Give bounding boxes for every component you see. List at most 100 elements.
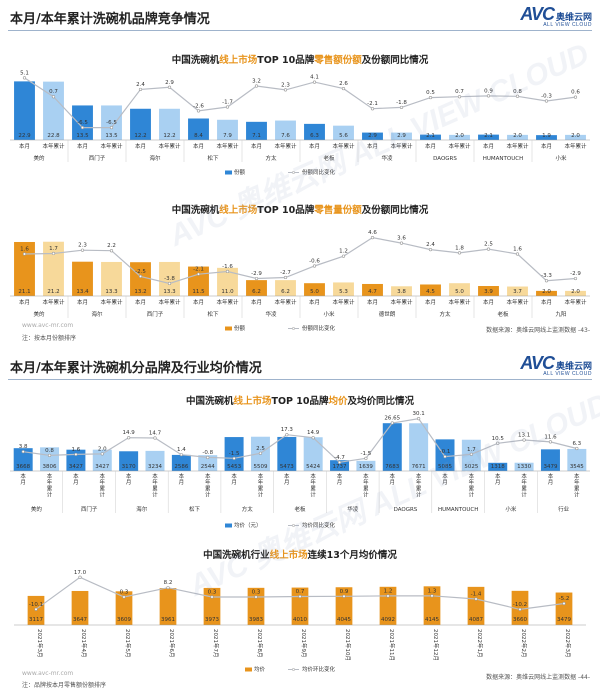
chart-retail-volume-share: 21.1 21.2 13.4 13.3 13.2 13.3 11.5 11.0 6.2 6.2 5.…: [10, 230, 590, 332]
bar: [92, 449, 112, 471]
tick-label: 2021年3月: [36, 629, 44, 658]
tick-label: 本月: [390, 472, 396, 486]
line-point: [225, 269, 230, 274]
tick-label: 本月: [425, 298, 436, 306]
group-label: HUMANTOUCH: [438, 507, 478, 513]
bar: [275, 280, 296, 296]
group-label: 老板: [294, 505, 306, 513]
bar-value-label: 3609: [117, 617, 131, 623]
bar-value-label: 5473: [280, 464, 294, 470]
legend-label: 均价（元）: [234, 521, 262, 529]
bar-value-label: 2.0: [571, 133, 580, 139]
bar-value-label: 3117: [29, 617, 43, 623]
line-value-label: 1.8: [455, 245, 464, 251]
tick-label: 本月: [77, 298, 88, 306]
bar: [356, 460, 376, 471]
logo-en: ALL VIEW CLOUD: [543, 22, 592, 28]
logo-cn: 奥维云网: [555, 361, 592, 371]
line-value-label: 30.1: [413, 411, 425, 417]
tick-label: 本年累计: [574, 472, 580, 499]
tick-label: 本月: [495, 472, 501, 486]
line-value-label: 4.6: [368, 230, 377, 236]
legend-marker: [292, 524, 295, 527]
line-value-label: 11.6: [544, 434, 557, 440]
tick-label: 本年累计: [158, 298, 181, 306]
line-value-label: 26.65: [384, 415, 400, 421]
bar-value-label: 3660: [513, 617, 527, 623]
group-label: 松下: [207, 310, 219, 318]
data-source: 数据来源：奥维云网线上监测数据 -44-: [486, 674, 590, 681]
tick-label: 本年累计: [506, 142, 529, 150]
line-value-label: 17.0: [74, 570, 87, 576]
group-label: 华凌: [265, 310, 277, 318]
group-label: 小米: [323, 310, 335, 318]
group-label: 西门子: [89, 154, 106, 162]
bar-value-label: 4045: [337, 617, 351, 623]
bar: [507, 134, 528, 140]
legend-swatch: [245, 667, 252, 672]
bar: [71, 590, 89, 625]
footnote: 注：品牌按本月零售额份额排序: [22, 682, 107, 689]
bar-value-label: 4010: [293, 617, 307, 623]
bar: [13, 448, 33, 471]
bar: [449, 134, 470, 140]
group-label: 老板: [323, 154, 335, 162]
group-label: 海尔: [91, 310, 103, 318]
line-value-label: -5.2: [559, 596, 570, 602]
bar-value-label: 6.2: [281, 289, 290, 295]
bar: [391, 286, 412, 296]
line-point: [47, 453, 52, 458]
line-point: [457, 251, 462, 255]
tick-label: 本年累计: [100, 298, 123, 306]
line-value-label: -2.6: [193, 103, 204, 109]
bar: [565, 290, 586, 296]
line-point: [167, 281, 172, 286]
line-point: [254, 595, 258, 599]
group-label: DAOGRS: [433, 156, 457, 162]
tick-label: 本月: [483, 142, 494, 150]
bar-value-label: 7671: [412, 464, 426, 470]
line-value-label: 2.4: [426, 242, 435, 248]
line-value-label: -1.6: [222, 264, 233, 270]
legend-label: 均价同比变化: [302, 521, 336, 529]
bar: [555, 592, 573, 625]
line-point: [196, 272, 201, 276]
line-point: [74, 452, 78, 457]
bar-value-label: 2544: [201, 464, 215, 470]
group-label: 海尔: [149, 154, 161, 162]
tick-label: 本年累计: [100, 472, 106, 499]
line-value-label: -0.1: [440, 449, 451, 455]
line-point: [342, 594, 346, 598]
bar-value-label: 13.3: [105, 289, 118, 295]
site-url: www.avc-mr.com: [22, 670, 74, 677]
bar-value-label: 7.6: [281, 133, 290, 139]
line-value-label: 2.9: [165, 80, 174, 86]
tick-label: 本年累计: [416, 472, 422, 499]
tick-label: 本年累计: [310, 472, 316, 499]
bar: [391, 132, 412, 140]
line-value-label: 0.7: [49, 89, 58, 95]
bar-value-label: 22.9: [18, 133, 31, 139]
bar: [303, 437, 323, 471]
bar-value-label: 3.8: [397, 289, 406, 295]
tick-label: 本年累计: [42, 142, 65, 150]
bar-value-label: 5.6: [339, 133, 348, 139]
line-value-label: 1.6: [72, 447, 81, 453]
tick-label: 本年累计: [332, 142, 355, 150]
tick-label: 本年累计: [47, 472, 53, 499]
line-point: [548, 440, 553, 444]
bar: [217, 119, 238, 140]
logo-text: AVC: [520, 4, 555, 24]
bar: [304, 283, 325, 296]
line-point: [428, 95, 433, 100]
bar-value-label: 3806: [43, 464, 57, 470]
line-value-label: 14.7: [149, 430, 162, 436]
series-line: [24, 77, 576, 129]
line-value-label: 14.9: [123, 430, 136, 436]
tick-label: 2021年6月: [168, 629, 176, 658]
bar-value-label: 4.7: [368, 289, 377, 295]
bar-value-label: 8.4: [194, 133, 203, 139]
tick-label: 本年累计: [152, 472, 158, 499]
line-value-label: 1.3: [428, 588, 437, 594]
line-value-label: -0.6: [309, 259, 320, 265]
